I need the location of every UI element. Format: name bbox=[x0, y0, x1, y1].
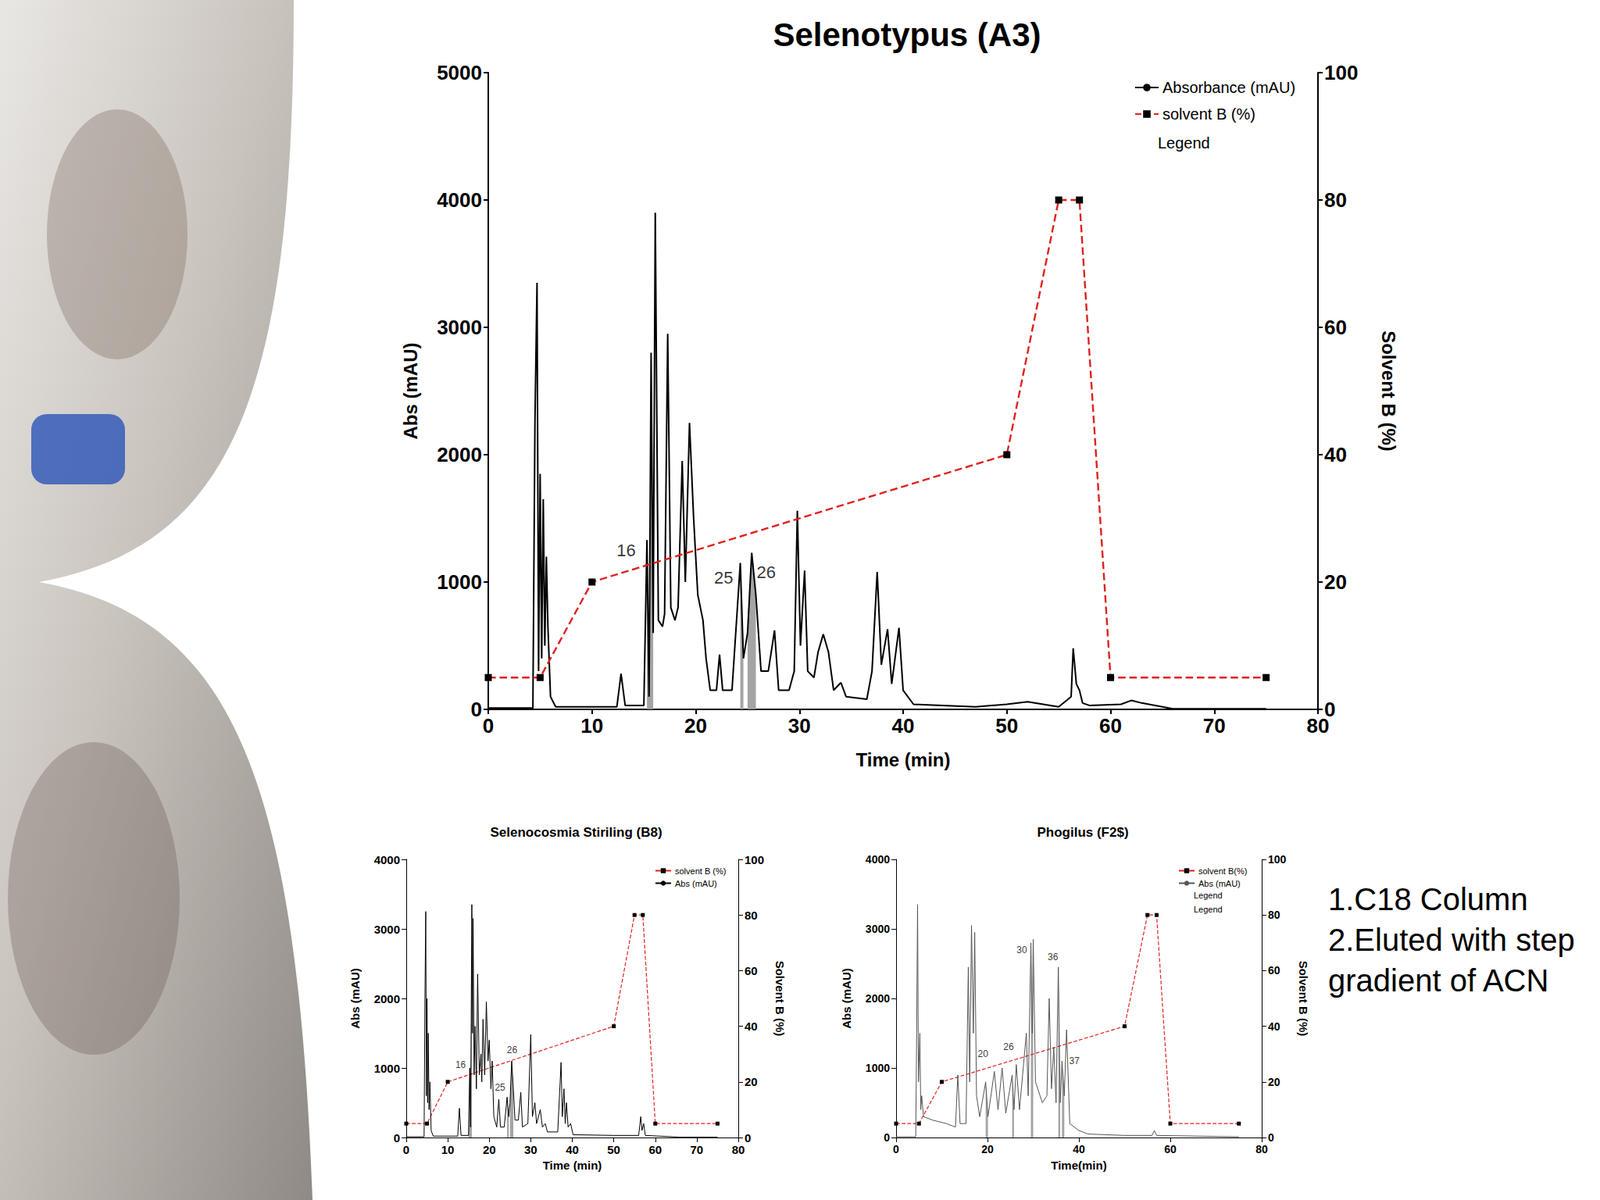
svg-text:80: 80 bbox=[1324, 188, 1347, 212]
svg-text:30: 30 bbox=[1016, 944, 1028, 956]
svg-text:25: 25 bbox=[714, 567, 733, 588]
svg-text:4000: 4000 bbox=[374, 853, 400, 867]
svg-text:40: 40 bbox=[1072, 1142, 1086, 1156]
svg-text:solvent B (%): solvent B (%) bbox=[675, 866, 726, 876]
svg-text:60: 60 bbox=[1267, 964, 1281, 977]
svg-text:37: 37 bbox=[1068, 1055, 1080, 1067]
svg-text:100: 100 bbox=[1324, 60, 1358, 85]
svg-text:60: 60 bbox=[744, 964, 758, 978]
svg-text:60: 60 bbox=[1099, 714, 1122, 738]
svg-text:100: 100 bbox=[744, 853, 765, 867]
svg-text:2000: 2000 bbox=[865, 992, 890, 1005]
svg-text:Solvent B (%): Solvent B (%) bbox=[1378, 330, 1400, 452]
svg-text:80: 80 bbox=[744, 908, 758, 922]
svg-text:80: 80 bbox=[1255, 1142, 1268, 1156]
svg-text:20: 20 bbox=[684, 714, 708, 738]
html-text:2.Eluted with step gradient of: 2.Eluted with step gradient of ACN bbox=[1328, 922, 1575, 998]
svg-text:Selenotypus (A3): Selenotypus (A3) bbox=[772, 16, 1041, 54]
svg-text:20: 20 bbox=[977, 1048, 989, 1060]
svg-text:20: 20 bbox=[981, 1142, 994, 1156]
svg-text:100: 100 bbox=[1267, 853, 1287, 866]
svg-text:solvent B (%): solvent B (%) bbox=[1162, 105, 1256, 123]
svg-text:70: 70 bbox=[690, 1142, 704, 1157]
svg-text:3000: 3000 bbox=[436, 315, 483, 340]
svg-text:Abs (mAU): Abs (mAU) bbox=[839, 967, 854, 1029]
svg-text:40: 40 bbox=[744, 1019, 758, 1033]
svg-text:3000: 3000 bbox=[865, 922, 890, 936]
svg-text:40: 40 bbox=[892, 714, 915, 738]
svg-text:4000: 4000 bbox=[865, 853, 890, 866]
svg-text:Legend: Legend bbox=[1193, 904, 1223, 915]
svg-text:25: 25 bbox=[494, 1082, 506, 1093]
svg-text:Abs (mAU): Abs (mAU) bbox=[348, 967, 362, 1029]
svg-text:Time (min): Time (min) bbox=[856, 749, 951, 771]
svg-text:50: 50 bbox=[995, 714, 1018, 738]
svg-text:0: 0 bbox=[403, 1142, 410, 1157]
svg-text:20: 20 bbox=[1267, 1075, 1281, 1089]
svg-text:60: 60 bbox=[648, 1142, 662, 1157]
svg-text:0: 0 bbox=[393, 1131, 400, 1145]
svg-text:10: 10 bbox=[580, 714, 604, 738]
svg-text:0: 0 bbox=[1324, 697, 1336, 722]
svg-text:5000: 5000 bbox=[436, 60, 483, 85]
svg-text:1000: 1000 bbox=[436, 570, 483, 594]
svg-text:1000: 1000 bbox=[374, 1061, 400, 1075]
svg-text:solvent B(%): solvent B(%) bbox=[1198, 866, 1247, 876]
svg-text:1000: 1000 bbox=[865, 1061, 890, 1075]
svg-text:0: 0 bbox=[883, 1131, 890, 1144]
svg-text:2000: 2000 bbox=[374, 992, 400, 1006]
svg-text:26: 26 bbox=[507, 1044, 518, 1056]
svg-text:4000: 4000 bbox=[436, 188, 483, 212]
svg-text:0: 0 bbox=[482, 714, 494, 738]
svg-text:16: 16 bbox=[455, 1059, 467, 1071]
svg-text:26: 26 bbox=[757, 562, 776, 583]
svg-text:Selenocosmia Stiriling (B8): Selenocosmia Stiriling (B8) bbox=[489, 825, 662, 840]
svg-text:Legend: Legend bbox=[1193, 890, 1223, 900]
svg-text:40: 40 bbox=[565, 1142, 579, 1157]
svg-text:40: 40 bbox=[1324, 442, 1347, 467]
svg-text:Abs (mAU): Abs (mAU) bbox=[675, 878, 718, 889]
svg-text:Legend: Legend bbox=[1157, 134, 1211, 152]
svg-text:Time(min): Time(min) bbox=[1050, 1158, 1107, 1172]
svg-text:2000: 2000 bbox=[436, 442, 483, 467]
svg-text:20: 20 bbox=[482, 1142, 497, 1157]
html-text:1.C18 Column: 1.C18 Column bbox=[1328, 882, 1528, 917]
svg-text:3000: 3000 bbox=[374, 922, 400, 936]
svg-text:Absorbance (mAU): Absorbance (mAU) bbox=[1162, 78, 1296, 97]
svg-text:26: 26 bbox=[1003, 1041, 1015, 1053]
svg-text:Time (min): Time (min) bbox=[542, 1158, 603, 1172]
svg-text:0: 0 bbox=[892, 1142, 900, 1156]
svg-text:0: 0 bbox=[1267, 1131, 1275, 1144]
svg-text:60: 60 bbox=[1164, 1142, 1177, 1156]
svg-text:36: 36 bbox=[1047, 951, 1059, 963]
svg-text:30: 30 bbox=[524, 1142, 538, 1157]
svg-text:Abs (mAU): Abs (mAU) bbox=[400, 342, 422, 440]
svg-text:Abs (mAU): Abs (mAU) bbox=[1198, 878, 1241, 889]
svg-text:30: 30 bbox=[788, 714, 811, 738]
svg-text:0: 0 bbox=[744, 1131, 751, 1145]
svg-text:80: 80 bbox=[1307, 714, 1330, 738]
svg-text:16: 16 bbox=[616, 540, 636, 561]
svg-text:40: 40 bbox=[1267, 1020, 1281, 1033]
svg-text:80: 80 bbox=[732, 1142, 746, 1157]
svg-text:50: 50 bbox=[607, 1142, 621, 1157]
svg-text:0: 0 bbox=[471, 697, 483, 722]
svg-text:20: 20 bbox=[1324, 570, 1347, 594]
svg-text:70: 70 bbox=[1203, 714, 1226, 738]
svg-text:Solvent B (%): Solvent B (%) bbox=[1296, 960, 1311, 1037]
svg-text:Solvent B (%): Solvent B (%) bbox=[773, 960, 787, 1037]
svg-text:20: 20 bbox=[744, 1075, 758, 1089]
svg-text:60: 60 bbox=[1324, 315, 1347, 340]
svg-text:80: 80 bbox=[1267, 908, 1281, 922]
svg-text:Phogilus (F2$): Phogilus (F2$) bbox=[1036, 825, 1129, 840]
svg-text:10: 10 bbox=[441, 1142, 455, 1157]
